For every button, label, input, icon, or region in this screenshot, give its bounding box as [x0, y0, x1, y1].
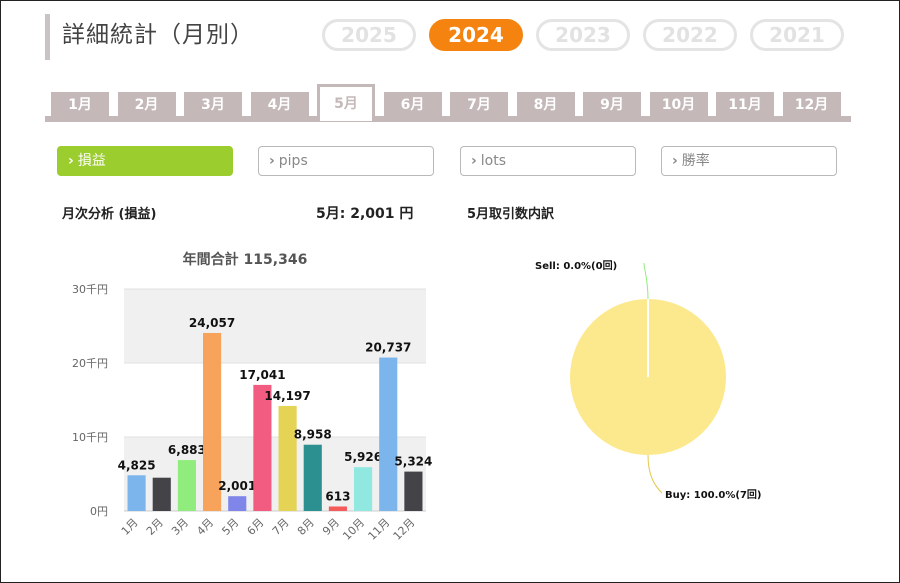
bar-data-label: 14,197 — [264, 389, 310, 403]
tab-month-5[interactable]: 5月 — [317, 84, 375, 121]
tab-month-6[interactable]: 6月 — [383, 92, 442, 118]
bar-1 — [127, 475, 146, 511]
year-2023-button[interactable]: 2023 — [536, 19, 630, 51]
plot-band — [124, 437, 426, 511]
metric-label: 勝率 — [681, 153, 710, 169]
bar-8 — [303, 444, 322, 511]
pie-label-sell: Sell: 0.0%(0回) — [535, 260, 617, 272]
tab-month-9[interactable]: 9月 — [583, 92, 641, 118]
y-tick-label: 0円 — [90, 505, 108, 518]
tab-month-1[interactable]: 1月 — [51, 92, 109, 118]
tab-month-7[interactable]: 7月 — [450, 92, 508, 118]
tab-month-2[interactable]: 2月 — [117, 92, 176, 118]
bar-3 — [177, 460, 196, 511]
chevron-right-icon: › — [68, 153, 74, 169]
year-2024-button[interactable]: 2024 — [429, 19, 523, 51]
bar-6 — [253, 384, 272, 511]
x-tick-label: 10月 — [340, 516, 367, 543]
y-tick-label: 30千円 — [72, 283, 108, 296]
year-selector: 2025 2024 2023 2022 2021 — [322, 19, 844, 55]
chart-title: 年間合計 115,346 — [183, 251, 308, 268]
tab-month-11[interactable]: 11月 — [716, 92, 774, 118]
pie-subtitle: 5月取引数内訳 — [467, 207, 555, 222]
month-total: 5月: 2,001 円 — [316, 206, 414, 222]
x-tick-label: 6月 — [245, 516, 267, 538]
bar-data-label: 613 — [325, 489, 350, 503]
x-tick-label: 7月 — [270, 516, 292, 538]
x-tick-label: 5月 — [219, 516, 241, 538]
metric-pnl-button[interactable]: › 損益 — [57, 146, 233, 176]
tab-month-8[interactable]: 8月 — [516, 92, 575, 118]
tab-month-10[interactable]: 10月 — [649, 92, 708, 118]
metric-label: lots — [480, 153, 507, 169]
x-tick-label: 11月 — [366, 516, 393, 543]
bar-data-label: 24,057 — [189, 316, 235, 330]
bar-data-label: 20,737 — [365, 341, 411, 355]
chevron-right-icon: › — [269, 153, 275, 169]
pie-label-buy: Buy: 100.0%(7回) — [665, 489, 762, 501]
pie-connector-sell — [643, 262, 649, 300]
metric-label: 損益 — [77, 153, 106, 169]
bar-4 — [203, 332, 222, 511]
plot-band — [124, 289, 426, 363]
y-tick-label: 10千円 — [72, 431, 108, 444]
x-tick-label: 8月 — [295, 516, 317, 538]
metric-label: pips — [278, 153, 308, 169]
tab-month-4[interactable]: 4月 — [250, 92, 309, 118]
x-tick-label: 12月 — [391, 516, 418, 543]
bar-data-label: 2,001 — [218, 479, 256, 493]
bar-11 — [379, 357, 398, 511]
bar-2 — [152, 477, 171, 511]
bar-5 — [228, 496, 247, 511]
bar-7 — [278, 405, 297, 511]
bar-10 — [354, 467, 373, 511]
x-tick-label: 4月 — [194, 516, 216, 538]
x-tick-label: 9月 — [320, 516, 342, 538]
year-2021-button[interactable]: 2021 — [750, 19, 844, 51]
bar-data-label: 17,041 — [239, 368, 285, 382]
x-tick-label: 3月 — [169, 516, 191, 538]
metric-lots-button[interactable]: › lots — [460, 146, 636, 176]
y-tick-label: 20千円 — [72, 357, 108, 370]
bar-9 — [328, 506, 347, 511]
metric-pips-button[interactable]: › pips — [258, 146, 434, 176]
metric-winrate-button[interactable]: › 勝率 — [661, 146, 837, 176]
chevron-right-icon: › — [672, 153, 678, 169]
month-tabs-baseline — [45, 116, 851, 122]
bar-data-label: 6,883 — [168, 443, 206, 457]
pie-connector-buy — [647, 454, 663, 494]
page-title: 詳細統計（月別） — [45, 14, 254, 60]
year-2022-button[interactable]: 2022 — [643, 19, 737, 51]
chevron-right-icon: › — [471, 153, 477, 169]
year-2025-button[interactable]: 2025 — [322, 19, 416, 51]
bar-data-label: 5,324 — [394, 455, 432, 469]
chart-subtitle: 月次分析 (損益) — [62, 207, 157, 222]
bar-data-label: 8,958 — [294, 428, 332, 442]
tab-month-3[interactable]: 3月 — [184, 92, 242, 118]
month-tabs: 1月 2月 3月 4月 5月 6月 7月 8月 9月 10月 11月 12月 — [45, 84, 851, 122]
bar-data-label: 4,825 — [118, 458, 156, 472]
x-tick-label: 2月 — [144, 516, 166, 538]
tab-month-12[interactable]: 12月 — [782, 92, 841, 118]
x-tick-label: 1月 — [119, 516, 141, 538]
bar-data-label: 5,926 — [344, 450, 382, 464]
bar-12 — [404, 471, 423, 511]
